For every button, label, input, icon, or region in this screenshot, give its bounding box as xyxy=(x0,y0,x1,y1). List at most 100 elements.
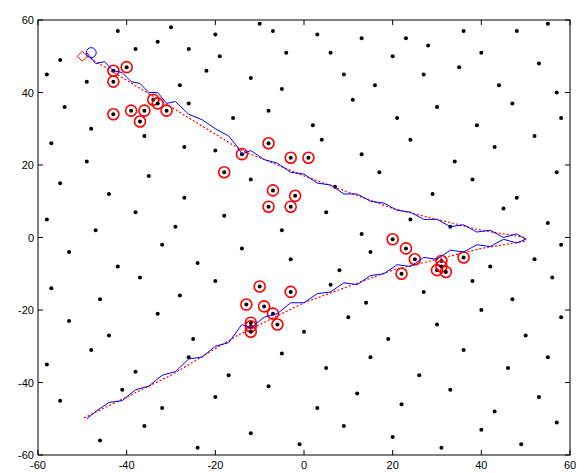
landmark xyxy=(196,446,200,450)
landmark xyxy=(324,366,328,370)
landmark xyxy=(249,76,253,80)
tick xyxy=(38,382,43,383)
observation-ring xyxy=(285,152,296,163)
landmark xyxy=(524,333,528,337)
landmark-dot xyxy=(156,101,160,105)
tick xyxy=(215,450,216,455)
landmark xyxy=(311,123,315,127)
landmark xyxy=(204,69,208,73)
landmark-dot xyxy=(289,205,293,209)
landmark xyxy=(258,22,262,26)
landmark xyxy=(515,29,519,33)
landmark xyxy=(45,72,49,76)
landmark xyxy=(493,410,497,414)
landmark xyxy=(435,105,439,109)
observation-ring xyxy=(263,138,274,149)
observed-landmark xyxy=(396,268,407,279)
landmark xyxy=(488,265,492,269)
tick xyxy=(38,237,43,238)
landmark xyxy=(559,243,563,247)
landmark-dot xyxy=(249,330,253,334)
landmark xyxy=(49,141,53,145)
observation-ring xyxy=(290,190,301,201)
landmark xyxy=(351,98,355,102)
landmark xyxy=(284,51,288,55)
observed-landmark xyxy=(458,252,469,263)
landmark xyxy=(156,40,160,44)
landmark-dot xyxy=(462,255,466,259)
landmark xyxy=(187,47,191,51)
landmark xyxy=(315,406,319,410)
tick-label: 20 xyxy=(387,459,399,471)
path-line xyxy=(87,53,526,419)
landmark-dot xyxy=(111,80,115,84)
landmark xyxy=(178,83,182,87)
landmark xyxy=(546,22,550,26)
tick xyxy=(565,20,570,21)
path-line xyxy=(82,56,525,419)
landmark xyxy=(142,424,146,428)
landmark xyxy=(182,145,186,149)
landmark xyxy=(89,127,93,131)
landmark xyxy=(280,87,284,91)
observed-landmark xyxy=(134,116,145,127)
landmark xyxy=(107,192,111,196)
landmark-dot xyxy=(275,323,279,327)
landmark-dot xyxy=(293,194,297,198)
landmark xyxy=(329,51,333,55)
observed-landmark xyxy=(290,190,301,201)
landmark xyxy=(559,315,563,319)
observation-ring xyxy=(108,76,119,87)
landmark xyxy=(360,152,364,156)
observation-ring xyxy=(134,116,145,127)
landmark xyxy=(515,196,519,200)
landmark xyxy=(506,366,510,370)
tick xyxy=(565,455,570,456)
tick xyxy=(304,20,305,25)
landmark xyxy=(400,402,404,406)
landmark xyxy=(342,72,346,76)
landmark-dot xyxy=(306,156,310,160)
landmark xyxy=(196,261,200,265)
landmark xyxy=(431,192,435,196)
landmark xyxy=(85,159,89,163)
landmark xyxy=(98,297,102,301)
landmark xyxy=(404,36,408,40)
landmark-dot xyxy=(222,170,226,174)
landmark xyxy=(134,47,138,51)
landmark xyxy=(324,210,328,214)
observation-ring xyxy=(263,201,274,212)
landmark xyxy=(519,442,523,446)
observation-ring xyxy=(139,105,150,116)
landmark xyxy=(439,446,443,450)
landmark-dot xyxy=(165,109,169,113)
tick xyxy=(126,20,127,25)
landmark xyxy=(510,297,514,301)
observation-ring xyxy=(121,62,132,73)
tick-label: -20 xyxy=(207,459,223,471)
observation-ring xyxy=(303,152,314,163)
landmark xyxy=(391,54,395,58)
tick-label: 40 xyxy=(22,87,34,99)
observed-landmark xyxy=(303,152,314,163)
landmark xyxy=(462,348,466,352)
landmark xyxy=(67,319,71,323)
landmark xyxy=(377,170,381,174)
landmark xyxy=(213,149,217,153)
landmark-dot xyxy=(404,246,408,250)
observed-landmark xyxy=(126,105,137,116)
landmark xyxy=(58,58,62,62)
landmark xyxy=(448,388,452,392)
landmark xyxy=(546,355,550,359)
start-marker xyxy=(77,51,87,61)
landmark xyxy=(213,279,217,283)
plot-frame xyxy=(38,20,570,455)
landmark xyxy=(271,29,275,33)
landmark xyxy=(173,225,177,229)
landmark-dot xyxy=(267,141,271,145)
landmark-dot xyxy=(258,284,262,288)
landmark xyxy=(346,315,350,319)
tick xyxy=(392,20,393,25)
tick xyxy=(481,20,482,25)
landmark xyxy=(267,384,271,388)
